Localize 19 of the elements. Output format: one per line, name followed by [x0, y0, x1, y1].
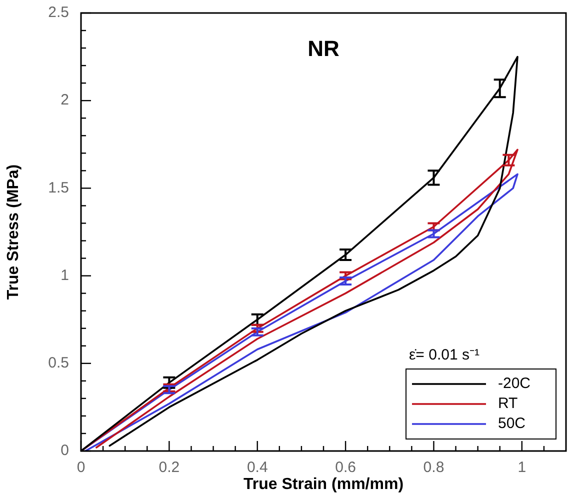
- y-tick-label: 2.5: [48, 4, 69, 22]
- x-tick-label: 1: [518, 459, 526, 476]
- x-tick-label: 0.6: [335, 459, 356, 476]
- y-tick-label: 1.5: [48, 179, 69, 196]
- x-tick-label: 0: [76, 459, 86, 476]
- x-tick-label: 0.2: [158, 459, 180, 476]
- text: NR: [308, 36, 340, 62]
- y-axis-title: True Stress (MPa): [5, 164, 22, 300]
- x-tick-label: 0.8: [423, 459, 444, 476]
- legend-label: -20C: [498, 375, 531, 392]
- y-tick-label: 1: [60, 266, 69, 284]
- y-tick-label: 2: [60, 92, 69, 109]
- legend-title: ε̇= 0.01 s⁻¹: [409, 346, 480, 364]
- legend-label: 50C: [498, 415, 526, 432]
- y-tick-label: 0.5: [48, 354, 69, 372]
- x-axis-title: True Strain (mm/mm): [243, 476, 404, 493]
- legend-label: RT: [498, 395, 518, 412]
- x-tick-label: 0.4: [246, 459, 268, 476]
- y-tick-label: 0: [60, 442, 69, 460]
